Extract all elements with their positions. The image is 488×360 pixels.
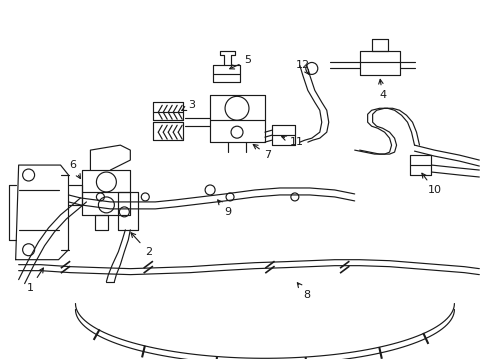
Text: 7: 7 [253,144,271,160]
Text: 9: 9 [217,200,231,217]
Text: 4: 4 [378,80,386,100]
Text: 3: 3 [182,100,195,111]
Text: 2: 2 [131,233,152,257]
Text: 8: 8 [297,283,310,300]
Text: 10: 10 [421,173,441,195]
Text: 1: 1 [27,268,43,293]
Text: 11: 11 [281,136,303,147]
Text: 5: 5 [229,55,251,69]
Text: 12: 12 [295,60,309,75]
Text: 6: 6 [69,160,80,179]
